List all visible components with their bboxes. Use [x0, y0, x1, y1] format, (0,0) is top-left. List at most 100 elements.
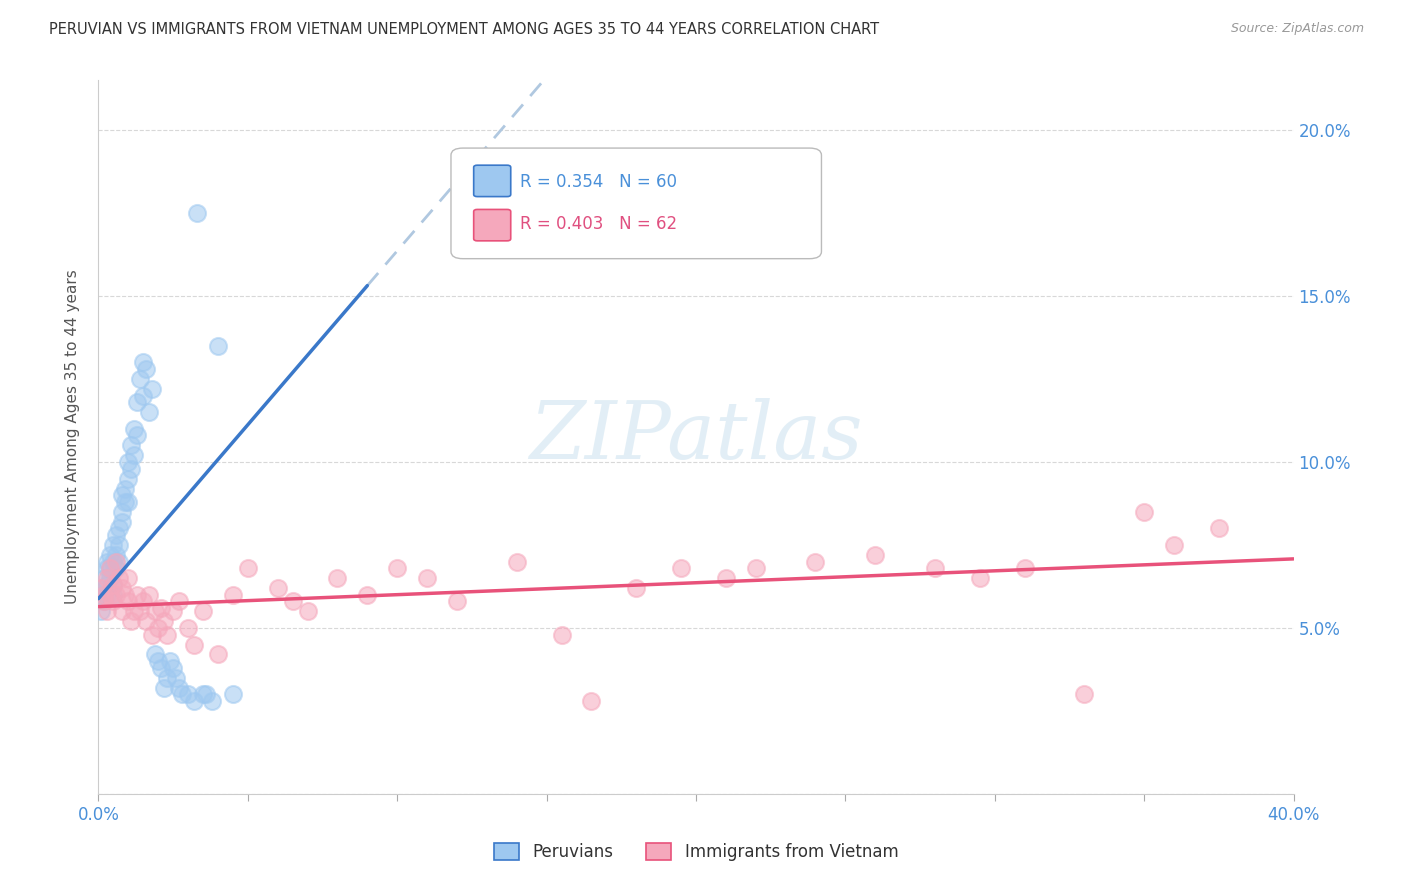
- Point: [103, 578, 125, 592]
- Point: [236, 561, 259, 575]
- Point: [96, 604, 118, 618]
- Point: [93, 588, 115, 602]
- Point: [135, 615, 157, 629]
- Point: [207, 648, 229, 662]
- Point: [96, 555, 118, 569]
- FancyBboxPatch shape: [451, 148, 821, 259]
- Point: [111, 604, 134, 618]
- Point: [207, 339, 229, 353]
- Point: [129, 604, 152, 618]
- Point: [132, 388, 155, 402]
- Point: [141, 627, 163, 641]
- Point: [105, 528, 128, 542]
- Point: [108, 538, 131, 552]
- Point: [98, 548, 122, 562]
- Point: [195, 687, 218, 701]
- Point: [117, 594, 139, 608]
- Point: [162, 604, 184, 618]
- Point: [114, 588, 136, 602]
- Point: [96, 561, 118, 575]
- Point: [127, 395, 149, 409]
- Point: [103, 588, 125, 602]
- Point: [111, 488, 134, 502]
- Point: [105, 588, 128, 602]
- Point: [165, 671, 187, 685]
- Y-axis label: Unemployment Among Ages 35 to 44 years: Unemployment Among Ages 35 to 44 years: [65, 269, 80, 605]
- Point: [222, 588, 245, 602]
- Point: [581, 694, 603, 708]
- Point: [804, 555, 827, 569]
- Point: [111, 581, 134, 595]
- FancyBboxPatch shape: [474, 210, 510, 241]
- Point: [124, 448, 146, 462]
- Point: [90, 604, 112, 618]
- Point: [103, 555, 125, 569]
- Point: [1014, 561, 1036, 575]
- Point: [186, 206, 208, 220]
- Point: [117, 455, 139, 469]
- Point: [90, 588, 112, 602]
- Point: [105, 561, 128, 575]
- Point: [150, 601, 173, 615]
- Point: [1133, 505, 1156, 519]
- Point: [120, 438, 142, 452]
- Point: [156, 671, 179, 685]
- Point: [191, 604, 214, 618]
- Point: [148, 654, 170, 668]
- Point: [150, 661, 173, 675]
- Point: [156, 627, 179, 641]
- Point: [172, 687, 194, 701]
- Point: [143, 648, 166, 662]
- Point: [108, 521, 131, 535]
- Point: [1208, 521, 1230, 535]
- Point: [281, 594, 304, 608]
- Point: [138, 405, 160, 419]
- Point: [96, 588, 118, 602]
- Point: [96, 578, 118, 592]
- Point: [326, 571, 349, 585]
- Point: [153, 615, 176, 629]
- Point: [111, 505, 134, 519]
- Point: [124, 604, 146, 618]
- Point: [108, 555, 131, 569]
- Point: [93, 588, 115, 602]
- Point: [141, 382, 163, 396]
- Point: [93, 594, 115, 608]
- Point: [98, 588, 122, 602]
- Point: [129, 372, 152, 386]
- Point: [297, 604, 319, 618]
- Point: [446, 594, 468, 608]
- Point: [93, 571, 115, 585]
- Point: [108, 571, 131, 585]
- Point: [183, 694, 205, 708]
- Point: [669, 561, 692, 575]
- FancyBboxPatch shape: [474, 165, 510, 196]
- Point: [117, 472, 139, 486]
- Point: [267, 581, 290, 595]
- Point: [201, 694, 224, 708]
- Point: [120, 461, 142, 475]
- Text: R = 0.354   N = 60: R = 0.354 N = 60: [520, 173, 678, 191]
- Point: [148, 621, 170, 635]
- Point: [177, 621, 200, 635]
- Point: [550, 627, 572, 641]
- Point: [132, 594, 155, 608]
- Point: [865, 548, 887, 562]
- Point: [924, 561, 946, 575]
- Point: [138, 588, 160, 602]
- Point: [98, 561, 122, 575]
- Point: [1163, 538, 1185, 552]
- Point: [191, 687, 214, 701]
- Point: [222, 687, 245, 701]
- Point: [356, 588, 378, 602]
- Point: [93, 594, 115, 608]
- Point: [1073, 687, 1095, 701]
- Text: R = 0.403   N = 62: R = 0.403 N = 62: [520, 216, 678, 234]
- Point: [143, 604, 166, 618]
- Legend: Peruvians, Immigrants from Vietnam: Peruvians, Immigrants from Vietnam: [486, 836, 905, 868]
- Point: [167, 594, 190, 608]
- Point: [103, 538, 125, 552]
- Point: [416, 571, 439, 585]
- Point: [626, 581, 648, 595]
- Text: ZIPatlas: ZIPatlas: [529, 399, 863, 475]
